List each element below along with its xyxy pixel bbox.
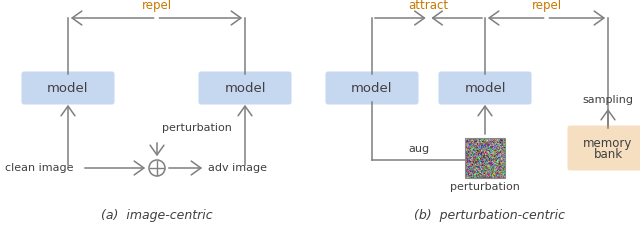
Text: perturbation: perturbation: [450, 182, 520, 192]
FancyBboxPatch shape: [198, 72, 291, 104]
FancyBboxPatch shape: [326, 72, 419, 104]
Text: sampling: sampling: [582, 95, 634, 105]
Text: attract: attract: [408, 0, 449, 12]
Text: repel: repel: [141, 0, 172, 12]
Text: model: model: [464, 82, 506, 95]
FancyBboxPatch shape: [438, 72, 531, 104]
Text: aug: aug: [408, 144, 429, 154]
Text: repel: repel: [531, 0, 561, 12]
Text: model: model: [224, 82, 266, 95]
Text: (a)  image-centric: (a) image-centric: [101, 209, 213, 222]
Text: adv image: adv image: [208, 163, 267, 173]
Text: memory: memory: [583, 137, 633, 151]
Bar: [465, 138, 505, 178]
FancyBboxPatch shape: [22, 72, 115, 104]
Text: model: model: [47, 82, 89, 95]
FancyBboxPatch shape: [568, 126, 640, 171]
Text: model: model: [351, 82, 393, 95]
Text: (b)  perturbation-centric: (b) perturbation-centric: [415, 209, 566, 222]
Text: perturbation: perturbation: [162, 123, 232, 133]
Text: clean image: clean image: [5, 163, 74, 173]
Text: bank: bank: [593, 148, 623, 161]
